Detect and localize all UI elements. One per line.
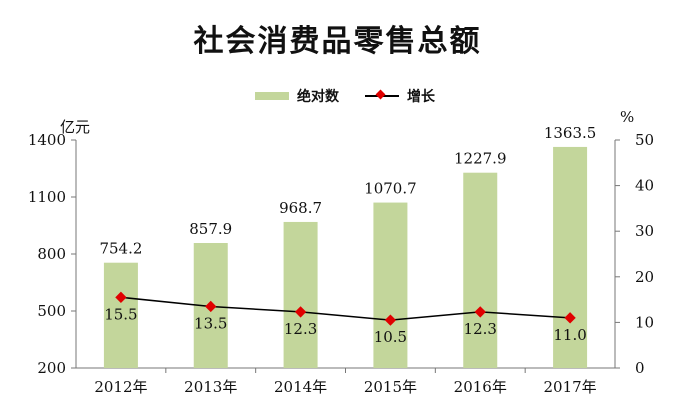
right-tick-label: 20 [635,268,654,286]
x-tick-label: 2015年 [364,378,417,396]
bar-value-label: 754.2 [99,240,142,258]
bar [103,262,138,368]
line-value-label: 15.5 [104,305,137,323]
bar-value-label: 1227.9 [454,150,507,168]
line-marker-icon [294,306,307,318]
line-value-label: 10.5 [374,328,407,346]
left-tick-label: 200 [37,359,66,377]
right-tick-label: 10 [635,313,654,331]
right-tick-label: 50 [635,131,654,149]
bar-value-label: 1363.5 [544,124,597,142]
left-tick-label: 1100 [28,188,66,206]
growth-line [120,296,571,321]
legend-line-label: 增长 [407,89,435,105]
x-tick-label: 2012年 [94,378,147,396]
legend-bar-label: 绝对数 [297,89,339,105]
right-tick-label: 30 [635,222,654,240]
legend: 绝对数 增长 [255,86,435,106]
line-marker-icon [474,306,486,318]
x-tick-label: 2017年 [543,378,596,396]
legend-bar-swatch [255,92,289,100]
line-marker-icon [205,300,217,313]
right-tick-label: 40 [635,177,654,195]
right-tick-label: 0 [635,359,645,377]
legend-line-marker-icon [365,89,399,101]
chart-title: 社会消费品零售总额 [193,24,482,59]
left-tick-label: 800 [37,245,66,263]
bar-value-label: 1070.7 [364,180,417,198]
bar [283,221,318,368]
x-tick-label: 2013年 [184,378,237,396]
bar [553,146,588,368]
line-marker-icon [564,312,576,324]
left-tick-label: 500 [37,302,66,320]
x-tick-label: 2016年 [454,378,507,396]
bar [463,172,498,368]
left-tick-label: 1400 [28,131,66,149]
bar-value-label: 968.7 [279,199,322,217]
line-value-label: 11.0 [553,326,586,344]
left-axis-unit: 亿元 [60,118,91,136]
bar [373,202,408,368]
right-axis-unit: % [620,108,635,126]
line-marker-icon [384,314,397,326]
line-value-label: 12.3 [284,320,317,338]
line-value-label: 12.3 [464,320,497,338]
bar-value-label: 857.9 [189,220,232,238]
line-value-label: 13.5 [194,314,227,332]
x-tick-label: 2014年 [274,378,327,396]
